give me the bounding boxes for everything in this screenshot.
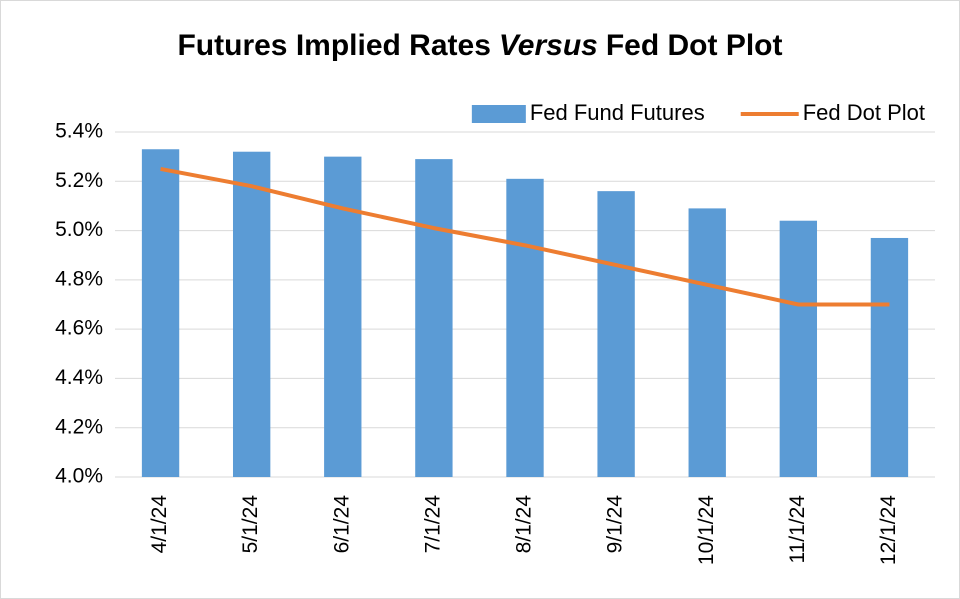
bar bbox=[779, 220, 818, 477]
bar bbox=[870, 237, 909, 477]
legend-swatch bbox=[471, 105, 526, 123]
x-tick-label: 4/1/24 bbox=[148, 495, 171, 554]
y-tick-label: 4.4% bbox=[55, 366, 103, 389]
x-tick-label: 12/1/24 bbox=[877, 495, 900, 565]
chart-title: Futures Implied Rates Versus Fed Dot Plot bbox=[177, 29, 782, 62]
bar bbox=[141, 149, 180, 477]
y-tick-label: 4.6% bbox=[55, 317, 103, 340]
legend-label: Fed Fund Futures bbox=[530, 100, 705, 125]
y-tick-label: 4.0% bbox=[55, 465, 103, 488]
x-tick-label: 9/1/24 bbox=[604, 495, 627, 554]
bar bbox=[688, 208, 726, 477]
y-tick-label: 4.2% bbox=[55, 415, 103, 438]
title-part: Versus bbox=[499, 29, 598, 62]
x-tick-label: 11/1/24 bbox=[786, 495, 809, 564]
y-tick-label: 4.8% bbox=[55, 267, 103, 290]
x-tick-label: 8/1/24 bbox=[513, 495, 536, 554]
line bbox=[160, 166, 890, 307]
x-tick-label: 6/1/24 bbox=[330, 495, 353, 554]
bar bbox=[506, 178, 544, 478]
x-tick-label: 5/1/24 bbox=[239, 495, 262, 554]
title-part: Futures Implied Rates bbox=[177, 29, 490, 62]
bar bbox=[415, 159, 453, 477]
bar bbox=[232, 151, 271, 477]
y-tick-label: 5.4% bbox=[55, 120, 103, 143]
bar bbox=[597, 191, 635, 477]
title-part: Fed Dot Plot bbox=[606, 29, 783, 62]
x-tick-label: 10/1/24 bbox=[695, 495, 718, 565]
x-tick-label: 7/1/24 bbox=[421, 495, 444, 554]
y-tick-label: 5.0% bbox=[55, 218, 103, 241]
y-tick-label: 5.2% bbox=[55, 169, 103, 192]
legend-label: Fed Dot Plot bbox=[803, 100, 925, 125]
